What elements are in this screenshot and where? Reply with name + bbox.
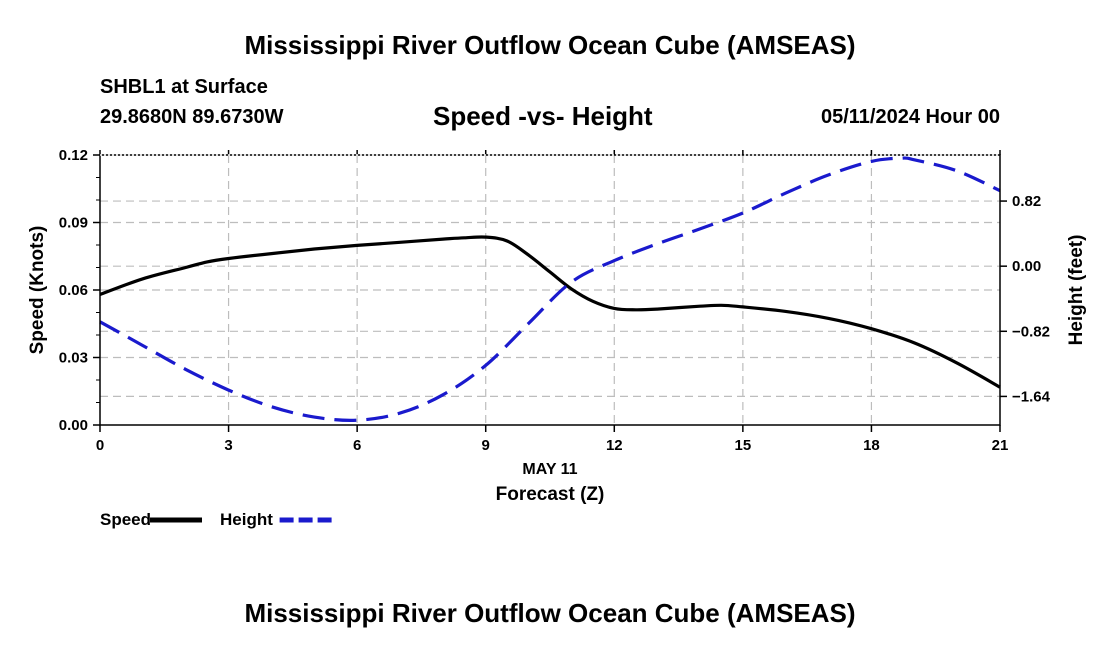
legend: Speed Height: [100, 510, 332, 529]
series-layer: [99, 156, 1001, 422]
series-speed-line: [99, 235, 1001, 389]
x-tick-label: 3: [224, 437, 232, 454]
legend-label-height: Height: [220, 510, 273, 529]
axis-layer: 0 3 6 9 12 15 18 21 0.00 0.03 0.06 0.09 0.12 −1.64 −0.…: [59, 147, 1051, 454]
chart-title: Mississippi River Outflow Ocean Cube (AM…: [244, 30, 856, 60]
x-axis-date-label: MAY 11: [522, 461, 577, 478]
y-tick-label: 0.00: [59, 417, 88, 434]
y2-axis-title: Height (feet): [1066, 235, 1087, 346]
y-axis-title: Speed (Knots): [27, 226, 48, 355]
x-tick-label: 12: [606, 437, 623, 454]
y2-tick-label: −1.64: [1012, 388, 1051, 405]
series-height-line: [99, 156, 1001, 422]
coordinates-label: 29.8680N 89.6730W: [100, 106, 284, 128]
y2-tick-label: 0.82: [1012, 193, 1041, 210]
repeated-chart-title: Mississippi River Outflow Ocean Cube (AM…: [244, 598, 856, 628]
datetime-label: 05/11/2024 Hour 00: [820, 106, 1000, 128]
chart-subtitle: Speed -vs- Height: [433, 101, 653, 131]
y2-tick-label: 0.00: [1012, 258, 1041, 275]
x-tick-label: 0: [96, 437, 104, 454]
x-tick-label: 21: [992, 437, 1009, 454]
legend-label-speed: Speed: [100, 510, 151, 529]
y2-tick-label: −0.82: [1012, 323, 1050, 340]
y-tick-label: 0.09: [59, 215, 88, 232]
y-tick-label: 0.12: [59, 147, 88, 164]
y-tick-label: 0.06: [59, 282, 88, 299]
x-tick-label: 6: [353, 437, 361, 454]
x-tick-label: 15: [735, 437, 752, 454]
x-tick-label: 18: [863, 437, 880, 454]
y-tick-label: 0.03: [59, 350, 88, 367]
grid-layer: [100, 155, 1000, 425]
x-tick-label: 9: [482, 437, 490, 454]
x-axis-title: Forecast (Z): [496, 484, 605, 505]
station-label: SHBL1 at Surface: [100, 76, 268, 98]
